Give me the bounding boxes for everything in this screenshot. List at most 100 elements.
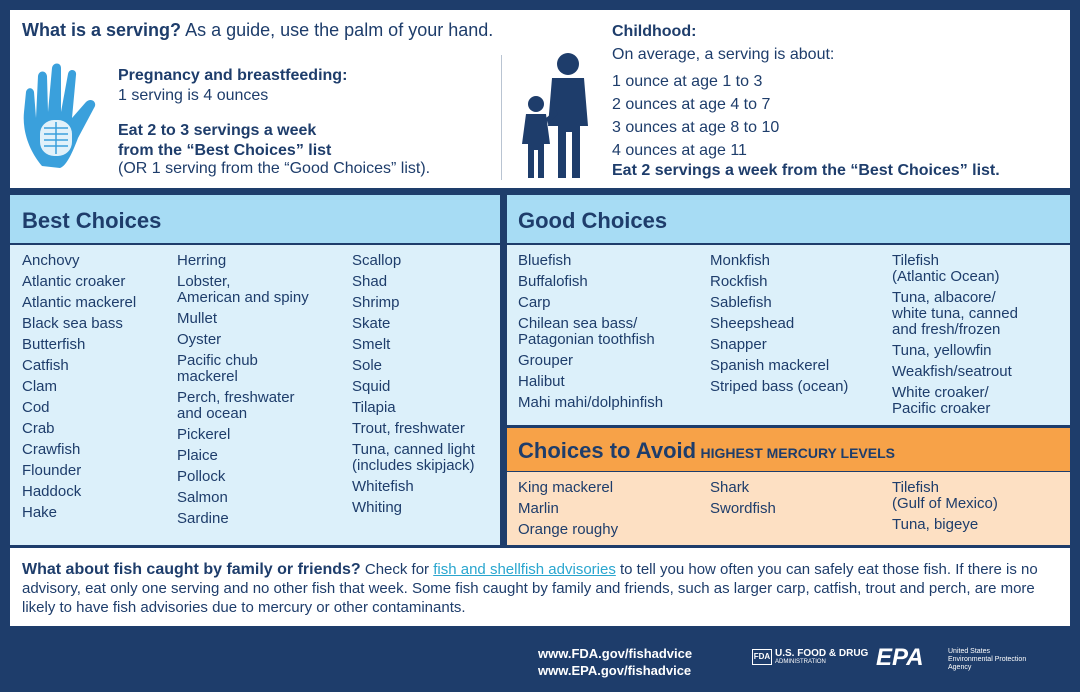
eat-note: Eat 2 to 3 servings a week from the “Bes… (118, 122, 332, 159)
fish-name: Tuna, yellowfin (892, 342, 992, 359)
fish-name: Shad (352, 273, 388, 290)
family-before: Check for (364, 561, 430, 578)
fish-name: Orange roughy (518, 521, 619, 538)
fish-name: Black sea bass (22, 315, 123, 332)
epa-sub: United States Environmental Protection A… (948, 648, 1027, 671)
fish-name: Pickerel (177, 426, 231, 443)
fish-name: Trout, freshwater (352, 420, 465, 437)
childhood: Childhood: On average, a serving is abou… (612, 20, 834, 162)
fish-name: Monkfish (710, 252, 771, 269)
age-serving: 3 ounces at age 8 to 10 (612, 119, 780, 136)
fish-column: Tilefish (Atlantic Ocean) Tuna, albacore/… (892, 253, 1018, 417)
fish-name: Skate (352, 315, 391, 332)
fish-column: Tilefish (Gulf of Mexico) Tuna, bigeye (892, 480, 998, 533)
childhood-note: Eat 2 servings a week from the “Best Cho… (612, 162, 1000, 179)
fda-name: U.S. FOOD & DRUG (775, 648, 869, 659)
fish-name: Shark (710, 479, 750, 496)
fish-name: Weakfish/seatrout (892, 363, 1012, 380)
fish-name: Sheepshead (710, 315, 795, 332)
fish-name: Atlantic croaker (22, 273, 126, 290)
family-after: to tell you how often you can safely eat… (22, 561, 1038, 616)
fish-name: Haddock (22, 483, 82, 500)
advisories-link[interactable]: fish and shellfish advisories (433, 561, 616, 578)
family-text: What about fish caught by family or frie… (22, 560, 1062, 617)
eat-alt: (OR 1 serving from the “Good Choices” li… (118, 160, 431, 177)
pregnancy-text: 1 serving is 4 ounces (118, 87, 269, 104)
avoid-header (507, 428, 1070, 471)
fish-name: Rockfish (710, 273, 768, 290)
fish-name: Mahi mahi/dolphinfish (518, 394, 664, 411)
fish-name: Clam (22, 378, 58, 395)
fish-name: Tuna, albacore/ white tuna, canned and f… (892, 289, 1018, 338)
divider (501, 55, 502, 180)
fish-name: Grouper (518, 352, 574, 369)
fish-name: Tilefish (Gulf of Mexico) (892, 479, 998, 512)
fish-column: Monkfish Rockfish Sablefish Sheepshead Snapp… (710, 253, 848, 395)
fish-name: Whiting (352, 499, 403, 516)
url: www.EPA.gov/fishadvice (538, 663, 692, 678)
fish-name: Sablefish (710, 294, 772, 311)
fish-name: Sardine (177, 510, 229, 527)
fish-name: Marlin (518, 500, 559, 517)
fish-name: Pacific chub mackerel (177, 352, 258, 385)
fish-name: Herring (177, 252, 227, 269)
avoid-body (507, 472, 1070, 545)
age-serving: 1 ounce at age 1 to 3 (612, 73, 763, 90)
fish-name: Flounder (22, 462, 82, 479)
fish-name: Butterfish (22, 336, 86, 353)
fish-column: Herring Lobster, American and spiny Mullet… (177, 253, 309, 527)
fish-column: Bluefish Buffalofish Carp Chilean sea bass/… (518, 253, 663, 411)
fish-name: Sole (352, 357, 383, 374)
urls: www.FDA.gov/fishadvice www.EPA.gov/fishad… (538, 645, 692, 679)
children-icon (522, 53, 588, 178)
fish-name: Carp (518, 294, 551, 311)
best-header (10, 195, 500, 243)
best-body (10, 245, 500, 545)
avoid-subtitle: HIGHEST MERCURY LEVELS (700, 445, 895, 461)
fda-badge: FDA (752, 649, 772, 665)
fish-name: Lobster, American and spiny (177, 273, 309, 306)
avoid-title: Choices to Avoid (518, 438, 697, 463)
fish-name: Squid (352, 378, 391, 395)
fish-name: Crawfish (22, 441, 81, 458)
fish-column: King mackerel Marlin Orange roughy (518, 480, 618, 538)
fish-name: Shrimp (352, 294, 400, 311)
pregnancy: Pregnancy and breastfeeding: 1 serving i… (118, 66, 347, 106)
age-serving: 2 ounces at age 4 to 7 (612, 96, 771, 113)
fish-name: Buffalofish (518, 273, 588, 290)
fish-column: Anchovy Atlantic croaker Atlantic mackerel… (22, 253, 136, 521)
fda-logo: U.S. FOOD & DRUG ADMINISTRATION (775, 648, 868, 665)
fish-name: Halibut (518, 373, 565, 390)
age-serving: 4 ounces at age 11 (612, 142, 747, 159)
hand-icon (23, 63, 96, 168)
fish-name: Catfish (22, 357, 69, 374)
fish-name: Cod (22, 399, 50, 416)
avoid-heading: Choices to Avoid HIGHEST MERCURY LEVELS (518, 438, 895, 464)
fish-name: Whitefish (352, 478, 414, 495)
fish-name: Swordfish (710, 500, 776, 517)
fish-name: White croaker/ Pacific croaker (892, 384, 991, 417)
childhood-intro: On average, a serving is about: (612, 46, 835, 63)
pregnancy-title: Pregnancy and breastfeeding: (118, 67, 348, 84)
fish-name: Smelt (352, 336, 391, 353)
epa-logo: EPA (876, 644, 924, 671)
good-body (507, 245, 1070, 425)
family-heading: What about fish caught by family or frie… (22, 561, 361, 578)
best-title: Best Choices (22, 208, 162, 233)
fish-column: Shark Swordfish (710, 480, 776, 517)
fish-name: Salmon (177, 489, 228, 506)
fish-name: Tuna, canned light (includes skipjack) (352, 441, 475, 474)
fish-name: Spanish mackerel (710, 357, 830, 374)
heading-text: As a guide, use the palm of your hand. (185, 20, 494, 40)
good-title: Good Choices (518, 208, 668, 233)
fish-name: Perch, freshwater and ocean (177, 389, 295, 422)
heading-bold: What is a serving? (22, 20, 182, 40)
good-header (507, 195, 1070, 243)
fish-name: Striped bass (ocean) (710, 378, 849, 395)
fish-name: Anchovy (22, 252, 80, 269)
serving-heading: What is a serving? As a guide, use the p… (22, 20, 493, 41)
fish-name: Mullet (177, 310, 218, 327)
fish-name: Pollock (177, 468, 226, 485)
fish-name: Snapper (710, 336, 767, 353)
